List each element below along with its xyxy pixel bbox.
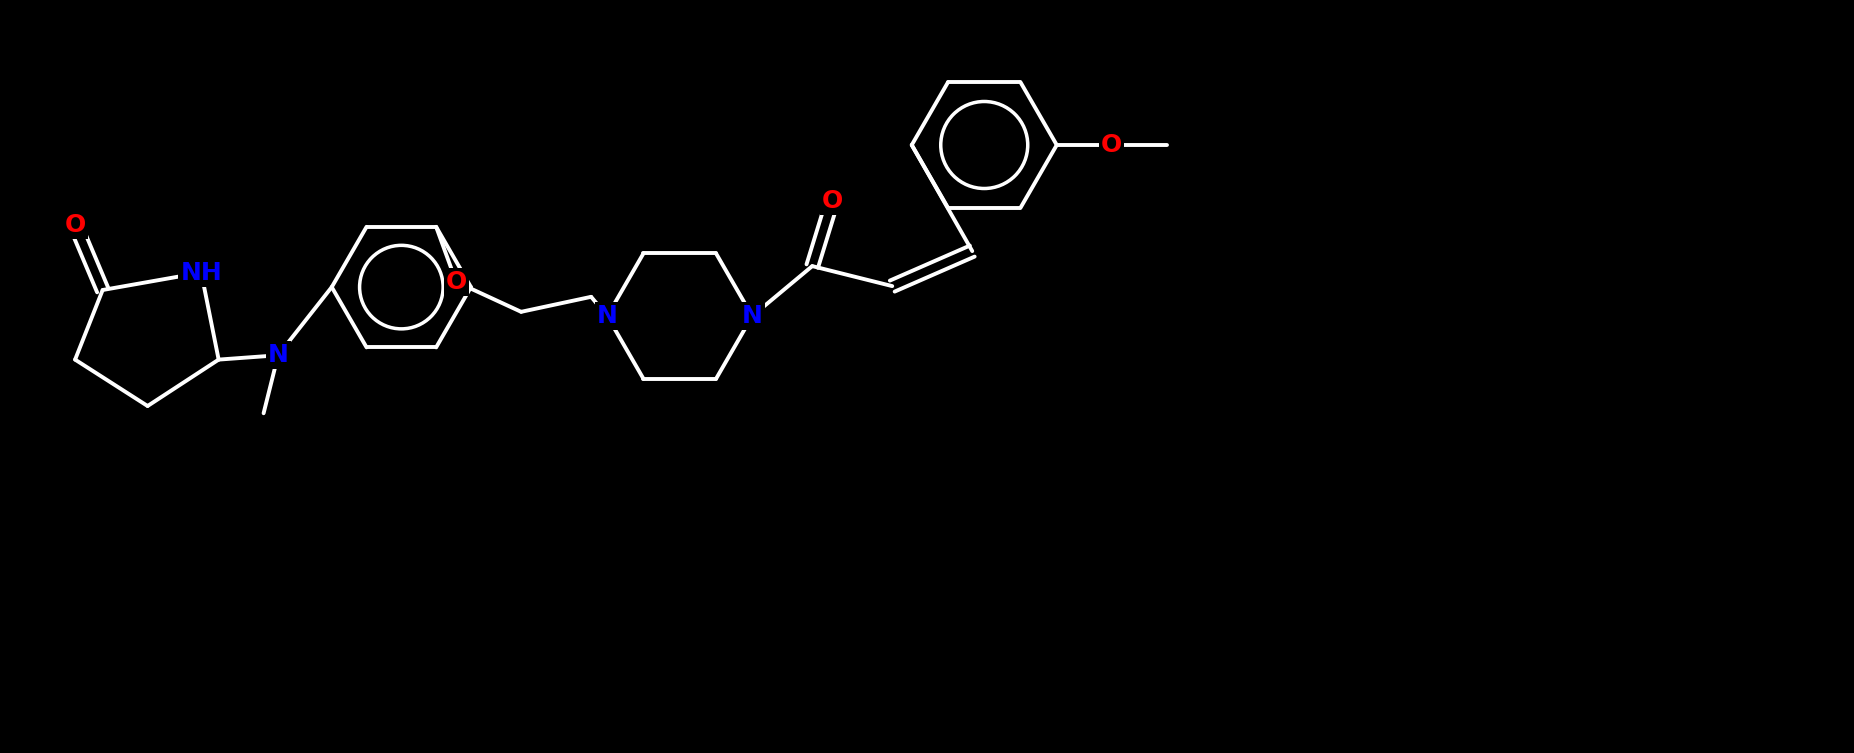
- Text: O: O: [445, 270, 467, 294]
- Text: N: N: [742, 304, 762, 328]
- Text: O: O: [1101, 133, 1122, 157]
- Text: N: N: [597, 304, 617, 328]
- Text: N: N: [267, 343, 289, 367]
- Text: O: O: [65, 213, 85, 236]
- Text: NH: NH: [180, 261, 222, 285]
- Text: O: O: [821, 189, 844, 213]
